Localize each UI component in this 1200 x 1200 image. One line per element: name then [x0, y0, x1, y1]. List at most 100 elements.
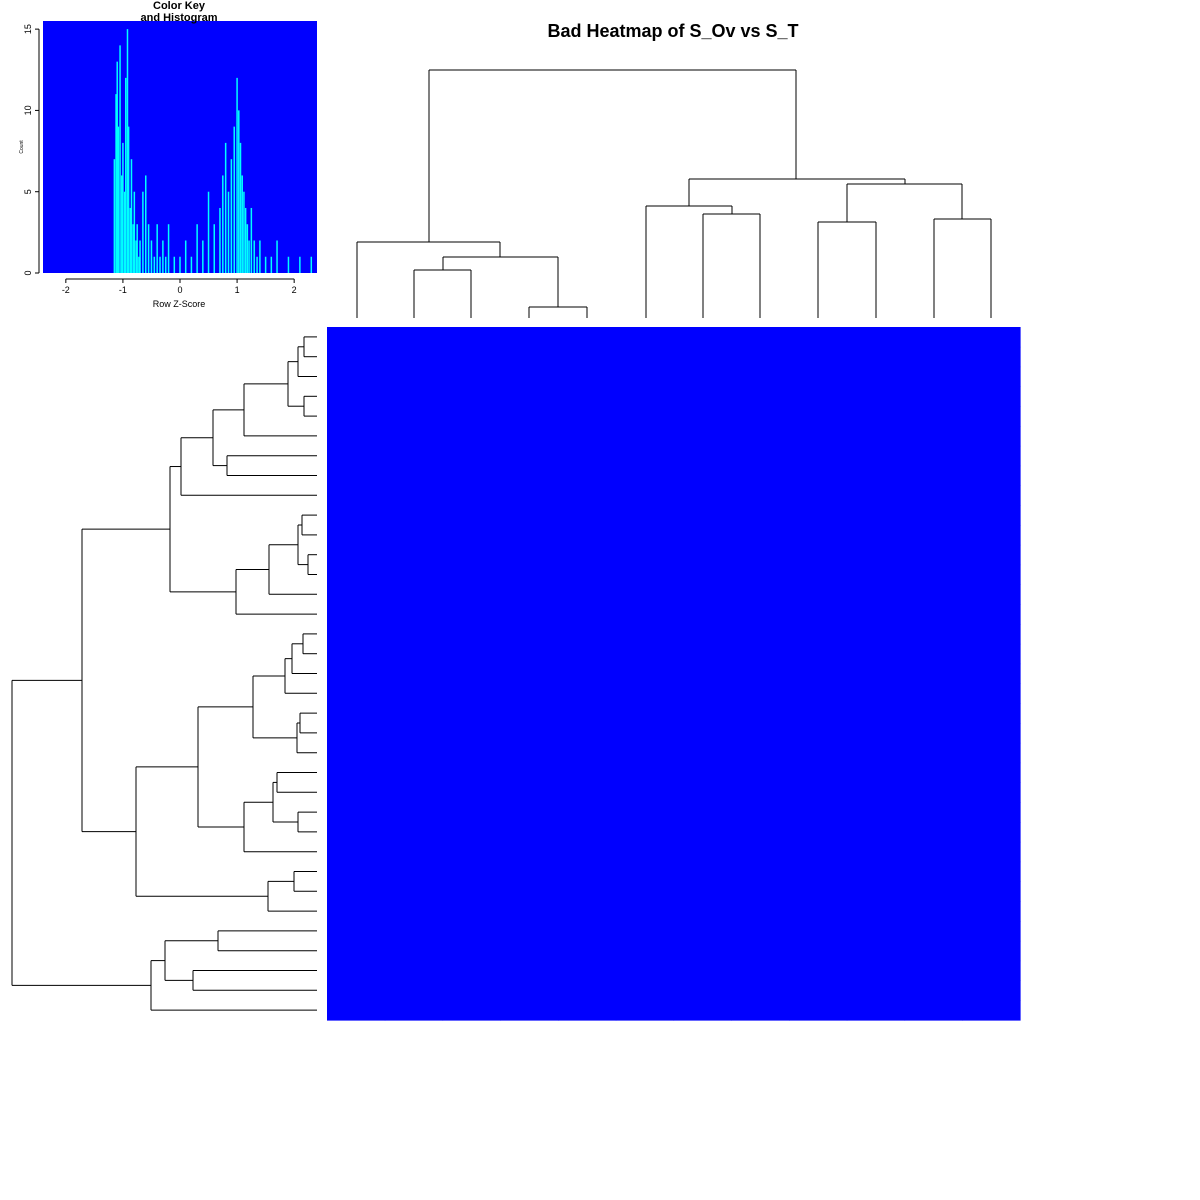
heatmap-cell: [846, 327, 906, 348]
heatmap-cell: [904, 762, 963, 783]
heatmap-cell: [384, 881, 444, 902]
heatmap-cell: [904, 406, 963, 427]
heatmap-cell: [789, 406, 848, 427]
x-tick-label: 1: [235, 285, 240, 295]
heatmap-cell: [327, 960, 386, 981]
heatmap-cell: [731, 683, 790, 704]
heatmap-cell: [500, 683, 559, 704]
heatmap-cell: [731, 346, 790, 368]
heatmap-cell: [731, 366, 790, 387]
heatmap-cell: [442, 822, 501, 843]
heatmap-cell: [327, 327, 386, 348]
heatmap-cell: [673, 643, 732, 665]
heatmap-cell: [558, 386, 617, 407]
heatmap-cell: [789, 584, 848, 605]
heatmap-cell: [500, 921, 559, 942]
heatmap-cell: [904, 584, 963, 605]
heatmap-cell: [327, 346, 386, 368]
heatmap-cell: [384, 604, 444, 625]
heatmap-cell: [384, 921, 444, 942]
heatmap-cell: [962, 1000, 1021, 1021]
heatmap-cell: [904, 841, 963, 863]
heatmap-cell: [558, 822, 617, 843]
heatmap-cell: [789, 921, 848, 942]
heatmap-cell: [846, 802, 906, 823]
heatmap-cell: [904, 663, 963, 684]
heatmap-cell: [442, 505, 501, 526]
heatmap-cell: [904, 723, 963, 744]
heatmap-cell: [384, 782, 444, 803]
heatmap-cell: [558, 327, 617, 348]
heatmap-cell: [615, 861, 675, 882]
heatmap-cell: [789, 901, 848, 922]
heatmap-cell: [327, 584, 386, 605]
heatmap-cell: [500, 426, 559, 447]
y-tick-label: 10: [23, 105, 33, 115]
heatmap-cell: [327, 980, 386, 1001]
heatmap-cell: [846, 683, 906, 704]
heatmap-cell: [904, 346, 963, 368]
color-key-background: [43, 21, 317, 273]
heatmap-cell: [962, 426, 1021, 447]
heatmap-cell: [327, 822, 386, 843]
heatmap-cell: [327, 465, 386, 486]
heatmap-cell: [615, 703, 675, 724]
heatmap-cell: [962, 762, 1021, 783]
main-title: Bad Heatmap of S_Ov vs S_T: [547, 21, 798, 41]
heatmap-cell: [789, 841, 848, 863]
heatmap-cell: [500, 841, 559, 863]
heatmap-cell: [673, 624, 732, 645]
heatmap-cell: [731, 604, 790, 625]
heatmap-cell: [846, 366, 906, 387]
heatmap-cell: [615, 762, 675, 783]
heatmap-cell: [558, 1000, 617, 1021]
heatmap-cell: [962, 505, 1021, 526]
heatmap-cell: [327, 564, 386, 585]
heatmap-cell: [615, 663, 675, 684]
heatmap-cell: [384, 445, 444, 467]
heatmap-cell: [615, 327, 675, 348]
heatmap-cell: [442, 802, 501, 823]
heatmap-cell: [846, 643, 906, 665]
heatmap-cell: [731, 723, 790, 744]
heatmap-cell: [731, 624, 790, 645]
heatmap-cell: [384, 960, 444, 981]
heatmap-cell: [442, 485, 501, 506]
heatmap-cell: [384, 327, 444, 348]
heatmap-cell: [558, 445, 617, 467]
heatmap-cell: [789, 782, 848, 803]
heatmap-cell: [673, 960, 732, 981]
heatmap-cell: [789, 445, 848, 467]
heatmap-cell: [673, 861, 732, 882]
heatmap-cell: [731, 445, 790, 467]
heatmap-cell: [789, 485, 848, 506]
heatmap-cell: [615, 445, 675, 467]
heatmap-cell: [731, 703, 790, 724]
heatmap-cell: [962, 782, 1021, 803]
heatmap-cell: [789, 346, 848, 368]
heatmap-cell: [789, 703, 848, 724]
heatmap-cell: [384, 861, 444, 882]
heatmap-cell: [731, 980, 790, 1001]
heatmap-cell: [673, 901, 732, 922]
heatmap-cell: [615, 1000, 675, 1021]
heatmap-cell: [558, 525, 617, 546]
heatmap-cell: [731, 960, 790, 981]
heatmap-cell: [442, 406, 501, 427]
heatmap-cell: [904, 643, 963, 665]
heatmap-cell: [615, 683, 675, 704]
heatmap-cell: [789, 366, 848, 387]
heatmap-grid: [327, 327, 1021, 1021]
heatmap-cell: [558, 485, 617, 506]
heatmap-cell: [384, 564, 444, 585]
heatmap-cell: [789, 544, 848, 566]
heatmap-cell: [442, 584, 501, 605]
heatmap-cell: [442, 604, 501, 625]
heatmap-cell: [500, 485, 559, 506]
heatmap-cell: [673, 525, 732, 546]
heatmap-cell: [500, 703, 559, 724]
heatmap-cell: [558, 940, 617, 962]
heatmap-cell: [673, 584, 732, 605]
heatmap-cell: [731, 901, 790, 922]
heatmap-cell: [789, 525, 848, 546]
